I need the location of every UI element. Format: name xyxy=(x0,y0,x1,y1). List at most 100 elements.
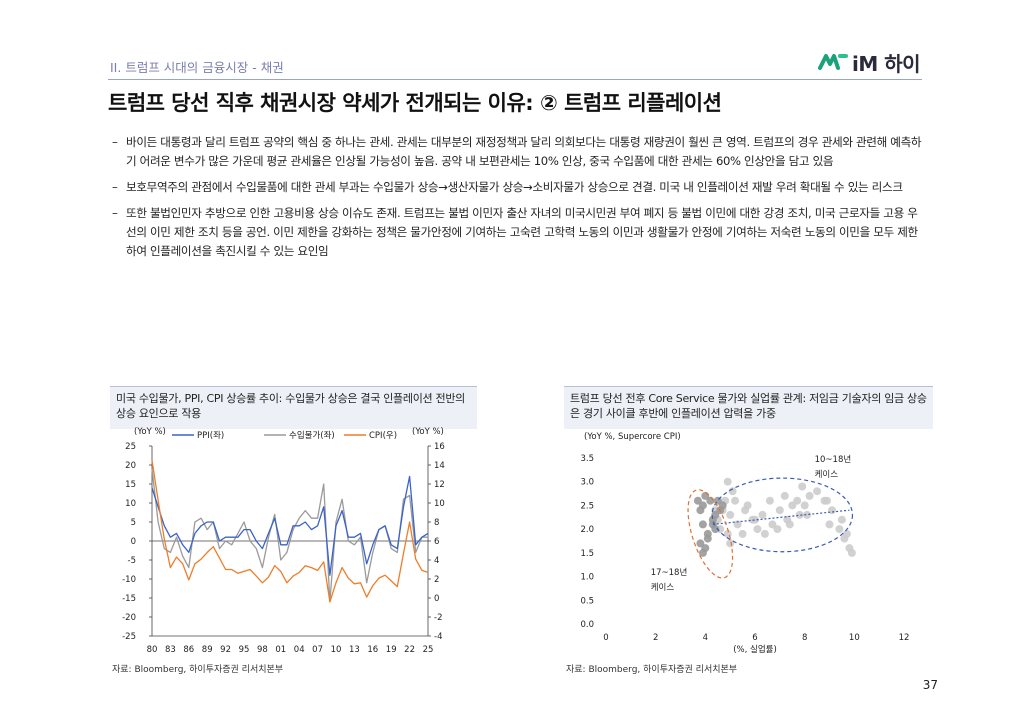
x-tick: 8 xyxy=(802,633,807,643)
scatter-point-0 xyxy=(733,520,742,529)
cluster-ellipse-blue xyxy=(711,477,854,553)
scatter-point-0 xyxy=(758,510,767,519)
logo-mark-icon xyxy=(818,54,848,70)
x-tick: 4 xyxy=(703,633,708,643)
trend-line xyxy=(712,509,850,525)
scatter-point-1 xyxy=(711,525,720,534)
scatter-point-0 xyxy=(738,529,747,538)
y-left-unit: (YoY %) xyxy=(134,427,166,437)
scatter-point-0 xyxy=(847,548,856,557)
bullet-text: 보호무역주의 관점에서 수입물품에 대한 관세 부과는 수입물가 상승→생산자물… xyxy=(126,180,903,194)
y-left-tick: 20 xyxy=(125,461,136,471)
y-tick: 0.0 xyxy=(580,620,594,630)
bullet-dash: – xyxy=(112,180,118,194)
annotation-label: 17~18년 xyxy=(651,567,688,578)
scatter-point-0 xyxy=(728,487,737,496)
x-tick: 92 xyxy=(220,645,231,655)
annotation-label: 케이스 xyxy=(651,582,675,593)
scatter-point-0 xyxy=(800,501,809,510)
bullet-dash: – xyxy=(112,206,118,220)
scatter-point-0 xyxy=(828,506,836,515)
x-tick: 16 xyxy=(367,645,378,655)
x-tick: 22 xyxy=(404,645,415,655)
y-right-tick: 6 xyxy=(434,537,439,547)
page-number: 37 xyxy=(922,678,938,692)
y-right-tick: 14 xyxy=(434,461,445,471)
x-tick: 98 xyxy=(257,645,268,655)
scatter-point-1 xyxy=(698,520,707,529)
scatter-point-1 xyxy=(696,539,705,548)
legend-label: PPI(좌) xyxy=(197,431,224,441)
y-tick: 2.0 xyxy=(580,525,594,535)
left-chart-title: 미국 수입물가, PPI, CPI 상승률 추이: 수입물가 상승은 결국 인플… xyxy=(110,386,477,429)
x-tick: 19 xyxy=(386,645,397,655)
scatter-point-0 xyxy=(775,506,784,515)
x-tick: 80 xyxy=(147,645,158,655)
scatter-chart: (YoY %, Supercore CPI) 3.5 3.0 2.5 2.0 1.5 1.0… xyxy=(580,432,910,655)
x-tick: 25 xyxy=(423,645,434,655)
bullet-text: 바이든 대통령과 달리 트럼프 공약의 핵심 중 하나는 관세. 관세는 대부분… xyxy=(126,135,922,168)
y-left-tick: -10 xyxy=(122,575,136,585)
y-right-tick: -4 xyxy=(434,632,442,642)
scatter-point-1 xyxy=(706,496,715,505)
y-right-unit: (YoY %) xyxy=(412,427,444,437)
scatter-point-1 xyxy=(703,534,712,543)
right-source: 자료: Bloomberg, 하이투자증권 리서치본부 xyxy=(566,665,738,675)
x-tick: 13 xyxy=(349,645,360,655)
y-tick: 3.0 xyxy=(580,478,594,488)
scatter-point-0 xyxy=(805,491,814,500)
y-tick: 2.5 xyxy=(580,501,594,511)
bullet-item: – 또한 불법인민자 추방으로 인한 고용비용 상승 이슈도 존재. 트럼프는 … xyxy=(112,204,924,261)
bullet-list: – 바이든 대통령과 달리 트럼프 공약의 핵심 중 하나는 관세. 관세는 대… xyxy=(112,133,924,268)
y-right-tick: 10 xyxy=(434,499,445,509)
page-title: 트럼프 당선 직후 채권시장 약세가 전개되는 이유: ② 트럼프 리플레이션 xyxy=(108,91,722,115)
y-left-tick: -25 xyxy=(122,632,136,642)
header-divider xyxy=(108,79,922,80)
annotation-label: 10~18년 xyxy=(815,454,852,465)
y-right-tick: 12 xyxy=(434,480,445,490)
brand-logo: iM 하이 xyxy=(818,50,921,76)
series-line-0 xyxy=(151,475,429,576)
y-tick: 1.0 xyxy=(580,573,594,583)
logo-text: iM 하이 xyxy=(852,51,921,76)
series-line-2 xyxy=(151,460,429,603)
right-chart-title: 트럼프 당선 전후 Core Service 물가와 실업률 관계: 저임금 기… xyxy=(564,386,933,429)
scatter-point-0 xyxy=(813,487,822,496)
x-tick: 89 xyxy=(202,645,213,655)
y-left-tick: 15 xyxy=(125,480,136,490)
x-tick: 01 xyxy=(275,645,286,655)
legend-label: CPI(우) xyxy=(369,431,397,441)
y-right-tick: 4 xyxy=(434,556,439,566)
scatter-point-0 xyxy=(760,529,769,538)
cluster-ellipse-orange xyxy=(687,489,734,579)
annotation-label: 케이스 xyxy=(815,469,839,480)
y-left-tick: -15 xyxy=(122,594,136,604)
y-left-tick: -20 xyxy=(122,613,136,623)
scatter-point-1 xyxy=(698,548,707,557)
scatter-point-0 xyxy=(726,539,735,548)
scatter-point-0 xyxy=(795,510,804,519)
y-right-tick: 0 xyxy=(434,594,439,604)
x-tick: 04 xyxy=(294,645,305,655)
section-label: II. 트럼프 시대의 금융시장 - 채권 xyxy=(110,60,284,75)
scatter-point-1 xyxy=(696,506,705,515)
scatter-point-0 xyxy=(751,515,759,524)
y-tick: 3.5 xyxy=(580,454,594,464)
y-left-tick: 5 xyxy=(131,518,136,528)
x-tick: 12 xyxy=(899,633,910,643)
scatter-point-0 xyxy=(837,515,846,524)
y-left-tick: -5 xyxy=(128,556,136,566)
x-tick: 83 xyxy=(165,645,176,655)
scatter-point-1 xyxy=(693,496,702,505)
x-tick: 0 xyxy=(603,633,608,643)
x-tick: 95 xyxy=(239,645,250,655)
scatter-point-0 xyxy=(753,525,762,534)
x-tick: 07 xyxy=(312,645,323,655)
bullet-item: – 보호무역주의 관점에서 수입물품에 대한 관세 부과는 수입물가 상승→생산… xyxy=(112,178,924,197)
x-tick: 10 xyxy=(849,633,860,643)
bullet-text: 또한 불법인민자 추방으로 인한 고용비용 상승 이슈도 존재. 트럼프는 불법… xyxy=(126,206,918,258)
y-left-tick: 10 xyxy=(125,499,136,509)
y-right-tick: 2 xyxy=(434,575,439,585)
bullet-item: – 바이든 대통령과 달리 트럼프 공약의 핵심 중 하나는 관세. 관세는 대… xyxy=(112,133,924,171)
scatter-point-0 xyxy=(820,496,829,505)
